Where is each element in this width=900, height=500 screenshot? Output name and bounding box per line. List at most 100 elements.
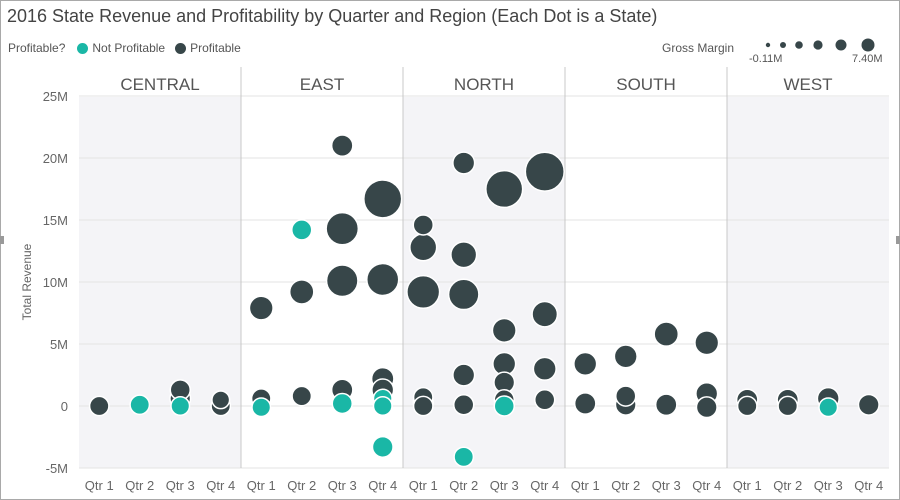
x-tick-label: Qtr 4 [692,478,721,493]
x-tick-label: Qtr 1 [571,478,600,493]
y-tick-label: 25M [43,89,68,104]
data-point-profitable [288,279,315,305]
data-point-profitable [330,134,354,157]
not-profitable-swatch [77,42,89,54]
y-tick-label: 5M [50,337,68,352]
data-point-not-profitable [129,394,151,416]
data-point-profitable [485,169,524,209]
data-point-profitable [447,278,480,311]
x-tick-label: Qtr 4 [530,478,559,493]
data-point-not-profitable [291,219,313,241]
y-tick-label: 15M [43,213,68,228]
data-point-profitable [615,385,637,407]
data-point-not-profitable [818,397,839,418]
x-tick-label: Qtr 3 [652,478,681,493]
x-tick-label: Qtr 1 [85,478,114,493]
data-point-profitable [406,274,441,310]
data-point-not-profitable [371,435,394,458]
size-legend-dot [765,42,771,48]
data-point-profitable [450,241,478,269]
data-point-profitable [532,356,557,381]
resize-handle-left[interactable] [0,236,4,244]
data-point-profitable [325,211,360,246]
y-tick-label: 10M [43,275,68,290]
data-point-profitable [363,179,403,219]
data-point-profitable [412,214,434,236]
region-header: CENTRAL [120,75,199,94]
y-tick-label: 20M [43,151,68,166]
x-tick-label: Qtr 4 [206,478,235,493]
x-tick-label: Qtr 2 [449,478,478,493]
x-tick-label: Qtr 4 [854,478,883,493]
region-header: SOUTH [616,75,676,94]
data-point-profitable [88,395,110,417]
data-point-profitable [412,395,434,417]
x-tick-label: Qtr 2 [125,478,154,493]
legend-item-label: Not Profitable [92,41,166,55]
size-legend-dot [813,40,823,50]
data-point-profitable [453,394,475,416]
data-point-profitable [857,393,880,416]
size-legend-title: Gross Margin [662,41,735,55]
size-legend-dot [835,39,847,51]
data-point-profitable [248,295,274,321]
size-legend-dot [780,42,786,48]
legend-item-not-profitable[interactable]: Not Profitable [77,41,165,55]
legend-label: Profitable? [8,41,66,55]
resize-handle-right[interactable] [896,236,900,244]
data-point-profitable [653,321,680,347]
data-point-not-profitable [372,395,393,417]
data-point-profitable [695,396,718,419]
profitable-swatch [175,42,187,54]
data-point-not-profitable [170,395,191,417]
data-point-profitable [491,317,517,343]
data-point-profitable [211,390,231,410]
data-point-profitable [613,344,638,369]
y-axis-title: Total Revenue [20,243,34,320]
data-point-profitable [654,393,678,417]
data-point-profitable [531,300,559,328]
data-point-profitable [524,151,565,192]
x-tick-label: Qtr 3 [814,478,843,493]
data-point-profitable [409,233,438,262]
data-point-profitable [573,351,598,376]
data-point-profitable [534,389,556,411]
x-tick-label: Qtr 1 [409,478,438,493]
x-tick-label: Qtr 2 [611,478,640,493]
size-legend-dot [861,38,875,52]
color-legend: Profitable? Not Profitable Profitable [8,41,251,55]
size-legend-max: 7.40M [852,53,883,65]
y-tick-label: -5M [46,461,68,476]
x-tick-label: Qtr 3 [166,478,195,493]
x-tick-label: Qtr 1 [247,478,276,493]
data-point-profitable [452,151,476,175]
x-tick-label: Qtr 3 [490,478,519,493]
size-legend-min: -0.11M [749,53,783,65]
data-point-profitable [736,395,758,417]
region-header: EAST [300,75,344,94]
x-tick-label: Qtr 2 [773,478,802,493]
data-point-not-profitable [453,446,475,468]
x-tick-label: Qtr 2 [287,478,316,493]
size-legend-dot [795,41,803,49]
x-tick-label: Qtr 4 [368,478,397,493]
chart-title: 2016 State Revenue and Profitability by … [7,6,658,26]
data-point-profitable [777,395,799,417]
y-tick-label: 0 [61,399,68,414]
data-point-profitable [366,262,400,297]
data-point-profitable [573,392,597,415]
region-header: NORTH [454,75,514,94]
legend-item-label: Profitable [190,41,241,55]
region-header: WEST [783,75,832,94]
data-point-profitable [325,264,359,298]
data-point-profitable [452,363,476,387]
legend-item-profitable[interactable]: Profitable [175,41,241,55]
x-tick-label: Qtr 1 [733,478,762,493]
data-point-not-profitable [331,392,353,415]
data-point-profitable [291,385,313,407]
data-point-profitable [694,330,720,356]
x-tick-label: Qtr 3 [328,478,357,493]
data-point-not-profitable [493,395,515,417]
data-point-not-profitable [251,397,272,418]
